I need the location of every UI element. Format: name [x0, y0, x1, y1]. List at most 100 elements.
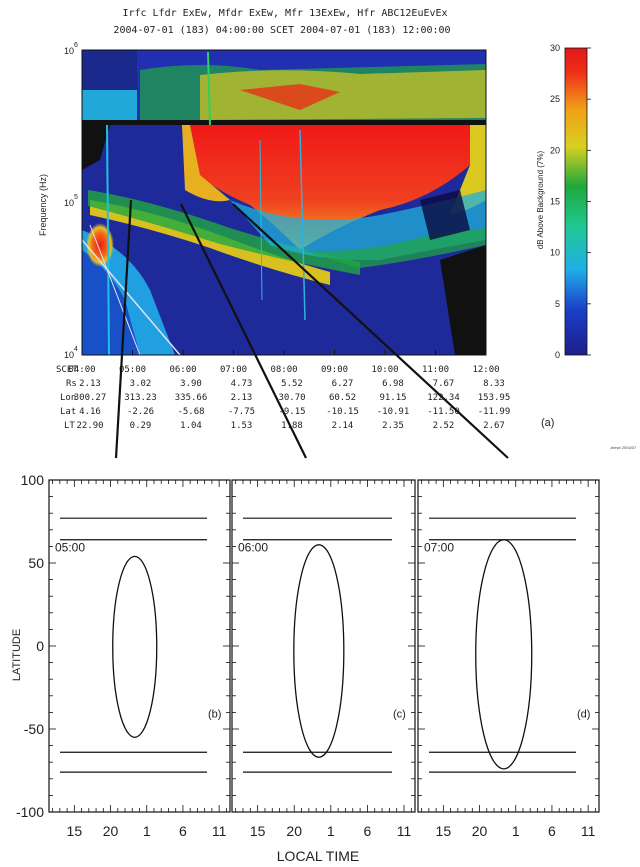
ytick-1e5-base: 10	[64, 198, 74, 208]
panel-tag: (c)	[393, 708, 406, 720]
lt-tick-label: 20	[103, 823, 119, 839]
lt-tick-label: 20	[286, 823, 302, 839]
ephem-cell: 6.27	[332, 379, 354, 389]
ephem-cell: 2.13	[231, 393, 253, 403]
header-line-2: 2004-07-01 (183) 04:00:00 SCET 2004-07-0…	[113, 25, 450, 36]
spectrogram-ylabel: Frequency (Hz)	[38, 174, 48, 236]
colorbar: dB Above Background (7%) 30 25 20 15 10 5 0	[536, 43, 591, 360]
header-line-1: Irfc Lfdr ExEw, Mfdr ExEw, Mfr 13ExEw, H…	[122, 8, 447, 19]
ytick-1e5-exp: 5	[74, 194, 78, 201]
spectrogram-streaks	[106, 51, 306, 355]
lt-tick-label: 1	[143, 823, 151, 839]
colorbar-label: dB Above Background (7%)	[536, 151, 545, 250]
ephem-cell: -7.75	[228, 407, 255, 417]
spec-xtick-label: 10:00	[371, 365, 398, 375]
ephem-cell: -11.99	[478, 407, 511, 417]
ytick-1e6: 10 6	[64, 42, 78, 56]
ephem-cell: 7.67	[433, 379, 455, 389]
panel-label-a: (a)	[541, 417, 554, 429]
ephem-label-rs-text: Rs	[66, 379, 77, 389]
ephem-cell: 2.35	[382, 421, 404, 431]
latitude-panels: 15 20 1 6 11 05:00 (b) 15 20 1 6 11 06:00 (c) 15 20 1 6 11…	[16, 472, 600, 839]
ephem-cell: 4.16	[79, 407, 101, 417]
colorbar-tick-label: 30	[550, 43, 560, 53]
spec-xtick-label: 08:00	[270, 365, 297, 375]
ephem-cell: 153.95	[478, 393, 511, 403]
ephem-cell: 3.02	[130, 379, 152, 389]
lt-tick-label: 6	[179, 823, 187, 839]
spectrogram	[82, 50, 486, 355]
source-oval	[475, 539, 533, 770]
ytick-1e4-exp: 4	[74, 346, 78, 353]
credit-note: Jeese 2004/07	[610, 445, 637, 450]
lat-tick-label: 100	[21, 472, 45, 488]
spectrogram-x-ticks: 04:00 05:00 06:00 07:00 08:00 09:00 10:00 11:00…	[68, 350, 500, 375]
lt-tick-label: 11	[581, 823, 596, 839]
ephem-cell: 91.15	[379, 393, 406, 403]
spectrogram-y-axis: Frequency (Hz) 10 6 10 5 10 4	[38, 42, 78, 360]
colorbar-tick-label: 5	[555, 299, 560, 309]
ephem-cell: 335.66	[175, 393, 208, 403]
ephem-cell: 4.73	[231, 379, 253, 389]
colorbar-tick-label: 20	[550, 145, 560, 155]
colorbar-tick-label: 15	[550, 197, 560, 207]
ephem-cell: 313.23	[124, 393, 157, 403]
connector-0500	[114, 199, 133, 459]
ephem-cell: 2.52	[433, 421, 455, 431]
spec-xtick-label: 06:00	[169, 365, 196, 375]
colorbar-gradient	[564, 47, 588, 356]
lt-tick-label: 15	[436, 823, 452, 839]
ephem-cell: 22.90	[76, 421, 103, 431]
ephem-cell: 6.98	[382, 379, 404, 389]
ytick-1e5: 10 5	[64, 194, 78, 208]
lt-tick-label: 15	[250, 823, 266, 839]
panel-frame	[48, 479, 231, 813]
ephem-cell: 300.27	[74, 393, 107, 403]
latitude-panel-2: 15 20 1 6 11 06:00 (c)	[231, 479, 416, 839]
ephemeris-table: SCET Rs Lon Lat LT 2.13 3.02 3.90 4.73 5.52 6…	[56, 365, 510, 431]
ephem-cell: 1.53	[231, 421, 253, 431]
ephem-cell: 8.33	[483, 379, 505, 389]
colorbar-ticks: 30 25 20 15 10 5 0	[550, 43, 591, 360]
ephem-cell: 1.04	[180, 421, 202, 431]
ephem-cell: 2.13	[79, 379, 101, 389]
spec-xtick-label: 11:00	[422, 365, 449, 375]
ephem-label-lat: Lat	[60, 407, 76, 417]
panel-tag: (d)	[577, 708, 590, 720]
spec-xtick-label: 09:00	[321, 365, 348, 375]
ephem-cell: 1.88	[281, 421, 303, 431]
lt-tick-label: 1	[327, 823, 335, 839]
connector-0700	[232, 203, 509, 459]
panel-frame	[417, 479, 600, 813]
ephem-cell: -10.15	[326, 407, 359, 417]
ephem-cell: 2.67	[483, 421, 505, 431]
source-oval	[112, 555, 158, 738]
ephem-label-lon: Lon	[60, 393, 76, 403]
spec-xtick-label: 12:00	[472, 365, 499, 375]
ephem-cell: -2.26	[127, 407, 154, 417]
connector-0600	[180, 203, 307, 459]
panel-time-label: 06:00	[238, 540, 268, 554]
ephem-cell: 60.52	[329, 393, 356, 403]
colorbar-tick-label: 10	[550, 248, 560, 258]
latitude-panel-3: 15 20 1 6 11 07:00 (d)	[417, 479, 600, 839]
ytick-1e4: 10 4	[64, 346, 78, 360]
lat-tick-label: -100	[16, 804, 44, 820]
ephem-cell: 3.90	[180, 379, 202, 389]
lat-tick-label: 50	[28, 555, 44, 571]
lat-tick-label: 0	[36, 638, 44, 654]
ephem-cell: 0.29	[130, 421, 152, 431]
ephem-cell: -5.68	[177, 407, 204, 417]
ytick-1e4-base: 10	[64, 350, 74, 360]
panel-time-label: 07:00	[424, 540, 454, 554]
ephem-label-rs: Rs	[66, 379, 77, 389]
ephem-label-scet: SCET	[56, 365, 78, 375]
lt-tick-label: 11	[212, 823, 227, 839]
lower-ylabel: LATITUDE	[11, 629, 23, 681]
lat-tick-label: -50	[24, 721, 44, 737]
ephem-cell: -10.91	[377, 407, 410, 417]
ephem-cell: -11.50	[427, 407, 460, 417]
panel-tag: (b)	[208, 708, 221, 720]
